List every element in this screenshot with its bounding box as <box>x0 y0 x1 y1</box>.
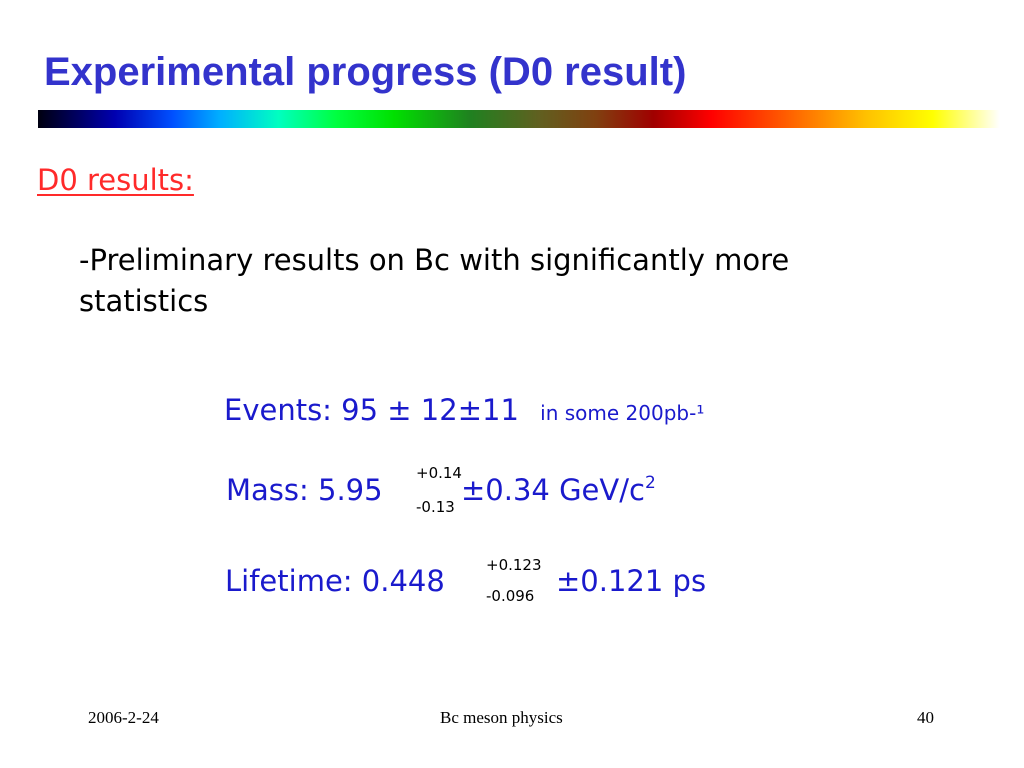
mass-upper-error: +0.14 <box>416 464 462 482</box>
mass-exponent: 2 <box>644 473 656 493</box>
events-value: Events: 95 ± 12±11 <box>224 393 519 427</box>
events-luminosity-note: in some 200pb-¹ <box>540 401 705 425</box>
section-subheading: D0 results: <box>37 163 194 197</box>
mass-systematic: ±0.34 GeV/c <box>461 473 645 507</box>
footer-title: Bc meson physics <box>440 708 563 727</box>
lifetime-lower-error: -0.096 <box>486 587 535 605</box>
lifetime-label: Lifetime: 0.448 <box>225 564 445 598</box>
bullet-text: -Preliminary results on Bc with signific… <box>79 243 790 318</box>
mass-lower-error: -0.13 <box>416 498 455 516</box>
mass-tail: ±0.34 GeV/c2 <box>461 473 656 507</box>
rainbow-divider <box>38 110 1000 128</box>
slide-title: Experimental progress (D0 result) <box>44 50 687 94</box>
events-row: Events: 95 ± 12±11 in some 200pb-¹ <box>224 393 704 427</box>
lifetime-upper-error: +0.123 <box>486 556 542 574</box>
mass-label: Mass: 5.95 <box>226 473 383 507</box>
page-number: 40 <box>917 708 934 727</box>
footer-date: 2006-2-24 <box>88 708 159 727</box>
lifetime-systematic: ±0.121 ps <box>556 564 707 598</box>
